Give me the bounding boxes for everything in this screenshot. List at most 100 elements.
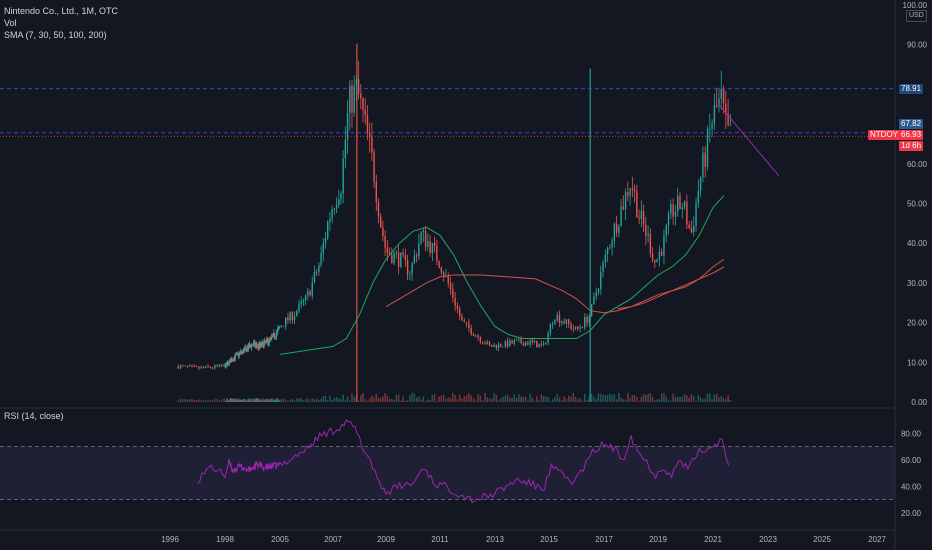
volume-bar [547,396,549,402]
candle-body [665,225,667,235]
candle-body [277,329,279,331]
rsi-axis-tick: 20.00 [901,509,922,518]
volume-bar [291,398,294,402]
candle-body [248,344,251,348]
candle-body [179,365,182,369]
candle-body [638,217,640,219]
candle-body [491,345,493,347]
candle-body [276,330,278,334]
volume-bar [202,400,205,402]
candle-body [309,291,311,296]
candle-body [342,158,344,194]
candle-body [649,233,652,254]
candle-body [645,224,647,236]
volume-bar [349,400,351,402]
candle-body [395,252,398,254]
candle-body [275,337,277,339]
candle-body [549,324,552,334]
candle-body [470,328,472,335]
volume-bar [338,398,340,402]
volume-spike [356,43,358,402]
volume-bar [647,393,649,402]
candle-body [346,113,349,140]
volume-bar [388,398,391,402]
volume-bar [656,399,658,402]
candle-body [278,327,280,329]
volume-bar [340,399,342,402]
volume-bar [468,393,470,402]
candle-body [670,204,672,214]
candle-body [654,259,656,263]
candle-body [590,304,593,317]
volume-bar [674,396,677,402]
volume-bar [690,394,693,402]
candle-body [254,344,257,347]
candle-body [522,343,525,346]
volume-bar [524,396,527,402]
candle-body [561,321,563,323]
candle-body [631,188,634,190]
candle-body [261,342,263,346]
candle-body [563,321,565,324]
time-axis-tick: 2021 [704,535,722,544]
time-axis-tick: 2015 [540,535,558,544]
candle-body [324,238,327,244]
candle-body [252,345,254,346]
candle-body [452,288,454,298]
volume-bar [198,399,200,402]
volume-bar [433,393,436,402]
volume-bar [296,398,298,402]
volume-bar [554,397,556,402]
volume-bar [686,395,688,402]
candle-body [333,208,336,210]
volume-bar [191,399,193,402]
volume-bar [558,397,561,402]
volume-bar [688,397,690,402]
candle-body [252,342,255,346]
volume-bar [522,396,525,402]
candle-body [195,366,198,368]
volume-bar [364,399,366,402]
candle-body [360,93,362,99]
volume-bar [184,398,186,402]
time-axis-tick: 2013 [486,535,504,544]
candle-body [267,342,270,345]
volume-spike [589,68,592,403]
volume-bar [177,400,179,402]
volume-bar [360,395,362,402]
candle-body [433,242,436,247]
candle-body [454,297,456,306]
candle-body [409,273,411,275]
volume-bar [195,400,198,402]
candle-body [624,192,627,210]
currency-label[interactable]: USD [906,10,927,22]
candle-body [540,343,543,345]
volume-bar [715,393,718,402]
volume-bar [362,392,364,402]
volume-bar [429,399,431,402]
candle-body [415,255,418,257]
volume-bar [207,400,209,402]
time-axis-tick: 2027 [868,535,886,544]
grid [0,0,896,550]
candle-body [250,344,253,348]
volume-bar [209,399,212,402]
candle-body [282,326,285,328]
candle-body [287,317,289,321]
candle-body [291,312,294,321]
volume-label: Vol [4,18,17,28]
volume-bar [727,395,729,402]
volume-bar [606,394,609,402]
candle-body [393,252,395,263]
candle-body [238,353,240,357]
volume-bar [549,400,552,402]
candle-body [340,193,342,200]
volume-bar [357,400,360,402]
candle-body [406,260,409,275]
candle-body [239,352,241,354]
candle-body [277,327,280,330]
price-axis-tick: 60.00 [907,160,928,169]
rsi-axis-tick: 60.00 [901,456,922,465]
candle-body [581,327,584,329]
